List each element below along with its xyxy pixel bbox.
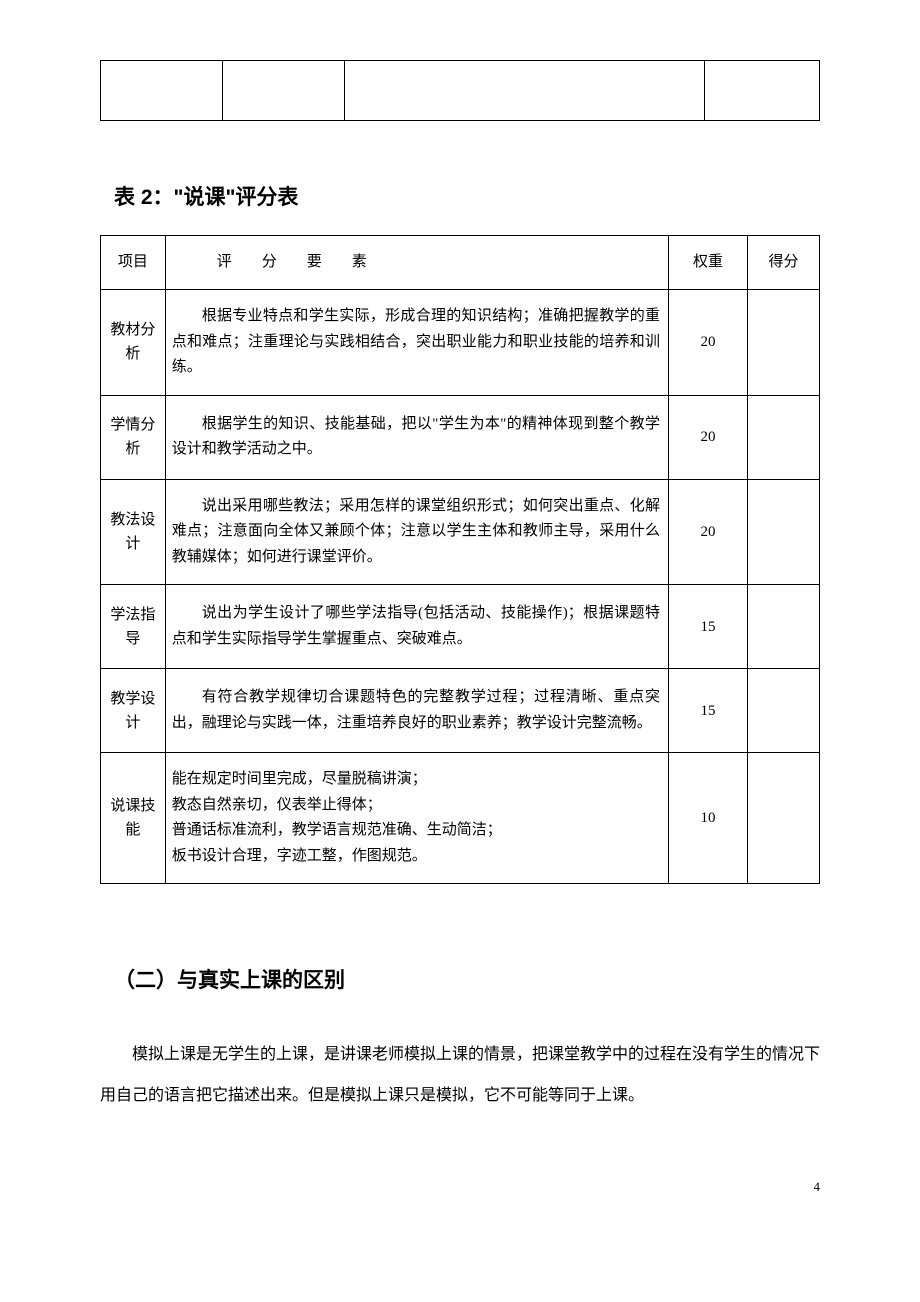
row-score — [748, 479, 820, 585]
header-weight: 权重 — [669, 235, 748, 290]
table-row — [101, 61, 820, 121]
row-item: 学法指导 — [101, 585, 166, 669]
empty-cell — [223, 61, 345, 121]
table-row: 说课技能 能在规定时间里完成，尽量脱稿讲演； 教态自然亲切，仪表举止得体； 普通… — [101, 753, 820, 884]
row-desc: 说出为学生设计了哪些学法指导(包括活动、技能操作)；根据课题特点和学生实际指导学… — [165, 585, 668, 669]
row-item: 说课技能 — [101, 753, 166, 884]
table-row: 学法指导 说出为学生设计了哪些学法指导(包括活动、技能操作)；根据课题特点和学生… — [101, 585, 820, 669]
table-row: 教学设计 有符合教学规律切合课题特色的完整教学过程；过程清晰、重点突出，融理论与… — [101, 669, 820, 753]
row-score — [748, 753, 820, 884]
subsection-title: （二）与真实上课的区别 — [114, 964, 820, 998]
row-desc: 根据专业特点和学生实际，形成合理的知识结构；准确把握教学的重点和难点；注重理论与… — [165, 290, 668, 396]
desc-line: 普通话标准流利，教学语言规范准确、生动简洁； — [172, 818, 660, 844]
row-item: 教学设计 — [101, 669, 166, 753]
row-item: 教法设计 — [101, 479, 166, 585]
table-header-row: 项目 评分要素 权重 得分 — [101, 235, 820, 290]
row-desc: 说出采用哪些教法；采用怎样的课堂组织形式；如何突出重点、化解难点；注意面向全体又… — [165, 479, 668, 585]
empty-cell — [101, 61, 223, 121]
row-weight: 20 — [669, 290, 748, 396]
row-weight: 20 — [669, 479, 748, 585]
row-weight: 15 — [669, 585, 748, 669]
desc-line: 板书设计合理，字迹工整，作图规范。 — [172, 844, 660, 870]
caption-quoted: "说课" — [174, 186, 236, 209]
score-table: 项目 评分要素 权重 得分 教材分析 根据专业特点和学生实际，形成合理的知识结构… — [100, 235, 820, 885]
header-item: 项目 — [101, 235, 166, 290]
table2-caption: 表 2："说课"评分表 — [114, 181, 820, 215]
row-desc: 根据学生的知识、技能基础，把以"学生为本"的精神体现到整个教学设计和教学活动之中… — [165, 395, 668, 479]
empty-cell — [704, 61, 819, 121]
caption-prefix: 表 2： — [114, 186, 174, 209]
row-desc-multiline: 能在规定时间里完成，尽量脱稿讲演； 教态自然亲切，仪表举止得体； 普通话标准流利… — [165, 753, 668, 884]
caption-suffix: 评分表 — [235, 186, 298, 209]
row-weight: 20 — [669, 395, 748, 479]
row-weight: 15 — [669, 669, 748, 753]
desc-line: 教态自然亲切，仪表举止得体； — [172, 793, 660, 819]
table-row: 教法设计 说出采用哪些教法；采用怎样的课堂组织形式；如何突出重点、化解难点；注意… — [101, 479, 820, 585]
row-score — [748, 585, 820, 669]
desc-line: 能在规定时间里完成，尽量脱稿讲演； — [172, 767, 660, 793]
row-item: 教材分析 — [101, 290, 166, 396]
table-row: 教材分析 根据专业特点和学生实际，形成合理的知识结构；准确把握教学的重点和难点；… — [101, 290, 820, 396]
header-eval-text: 评分要素 — [172, 254, 397, 270]
page-number: 4 — [100, 1177, 820, 1198]
top-empty-table — [100, 60, 820, 121]
row-weight: 10 — [669, 753, 748, 884]
table-row: 学情分析 根据学生的知识、技能基础，把以"学生为本"的精神体现到整个教学设计和教… — [101, 395, 820, 479]
header-score: 得分 — [748, 235, 820, 290]
header-eval: 评分要素 — [165, 235, 668, 290]
row-desc: 有符合教学规律切合课题特色的完整教学过程；过程清晰、重点突出，融理论与实践一体，… — [165, 669, 668, 753]
row-item: 学情分析 — [101, 395, 166, 479]
row-score — [748, 290, 820, 396]
body-paragraph: 模拟上课是无学生的上课，是讲课老师模拟上课的情景，把课堂教学中的过程在没有学生的… — [100, 1034, 820, 1117]
row-score — [748, 395, 820, 479]
empty-cell — [345, 61, 705, 121]
row-score — [748, 669, 820, 753]
